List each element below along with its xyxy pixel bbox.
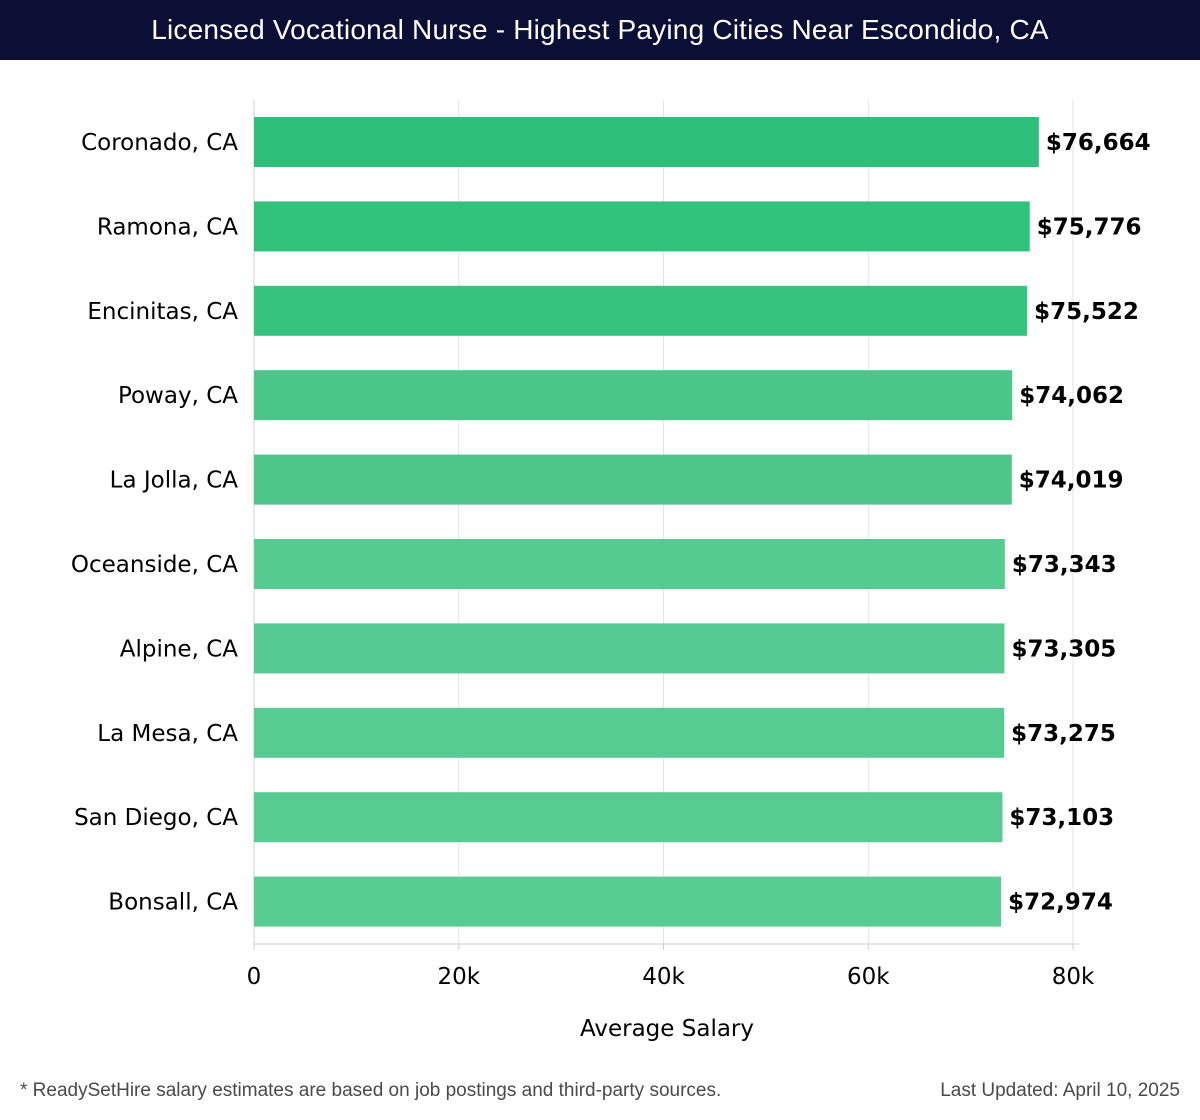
value-label: $74,062 — [1019, 383, 1124, 409]
x-tick-label: 0 — [247, 964, 262, 990]
bar — [254, 707, 1005, 758]
value-label: $73,103 — [1009, 805, 1114, 831]
category-label: Oceanside, CA — [71, 552, 238, 578]
footer-note: * ReadySetHire salary estimates are base… — [20, 1080, 722, 1101]
category-label: Alpine, CA — [120, 636, 239, 662]
bar — [254, 454, 1012, 505]
category-label: San Diego, CA — [74, 805, 238, 831]
x-axis-label: Average Salary — [580, 1016, 754, 1042]
value-label: $73,343 — [1012, 552, 1117, 578]
category-label: Encinitas, CA — [87, 299, 238, 325]
category-label: La Mesa, CA — [97, 721, 238, 747]
category-label: Bonsall, CA — [108, 890, 238, 916]
x-tick-label: 80k — [1052, 964, 1095, 990]
category-label: Coronado, CA — [81, 130, 238, 156]
title-bar: Licensed Vocational Nurse - Highest Payi… — [0, 0, 1200, 60]
value-label: $75,522 — [1034, 299, 1139, 325]
chart-title: Licensed Vocational Nurse - Highest Payi… — [151, 14, 1049, 45]
category-label: Ramona, CA — [97, 214, 238, 240]
x-tick-labels: 0 20k 40k 60k 80k — [247, 964, 1095, 990]
category-label: Poway, CA — [118, 383, 238, 409]
x-tick-label: 40k — [642, 964, 685, 990]
bar — [254, 117, 1039, 167]
bar — [254, 876, 1002, 927]
footer: * ReadySetHire salary estimates are base… — [0, 1078, 1200, 1106]
bar-chart: Coronado, CA Ramona, CA Encinitas, CA Poway… — [71, 100, 1151, 1042]
bar — [254, 623, 1005, 674]
value-labels: $76,664 $75,776 $75,522 $74,062 $74,019 $73,3… — [1008, 130, 1151, 916]
bar — [254, 370, 1013, 421]
value-label: $76,664 — [1046, 130, 1151, 156]
bar — [254, 285, 1028, 336]
chart-bars — [254, 117, 1039, 927]
category-label: La Jolla, CA — [110, 468, 239, 494]
bar — [254, 539, 1005, 589]
bar — [254, 201, 1030, 252]
value-label: $73,275 — [1011, 721, 1116, 747]
value-label: $74,019 — [1019, 468, 1124, 494]
value-label: $75,776 — [1037, 214, 1142, 240]
value-label: $72,974 — [1008, 890, 1113, 916]
x-tick-label: 60k — [847, 964, 890, 990]
bar — [254, 792, 1003, 843]
x-tick-label: 20k — [437, 964, 480, 990]
category-labels: Coronado, CA Ramona, CA Encinitas, CA Poway… — [71, 130, 238, 916]
value-label: $73,305 — [1011, 636, 1116, 662]
last-updated: Last Updated: April 10, 2025 — [940, 1080, 1180, 1101]
